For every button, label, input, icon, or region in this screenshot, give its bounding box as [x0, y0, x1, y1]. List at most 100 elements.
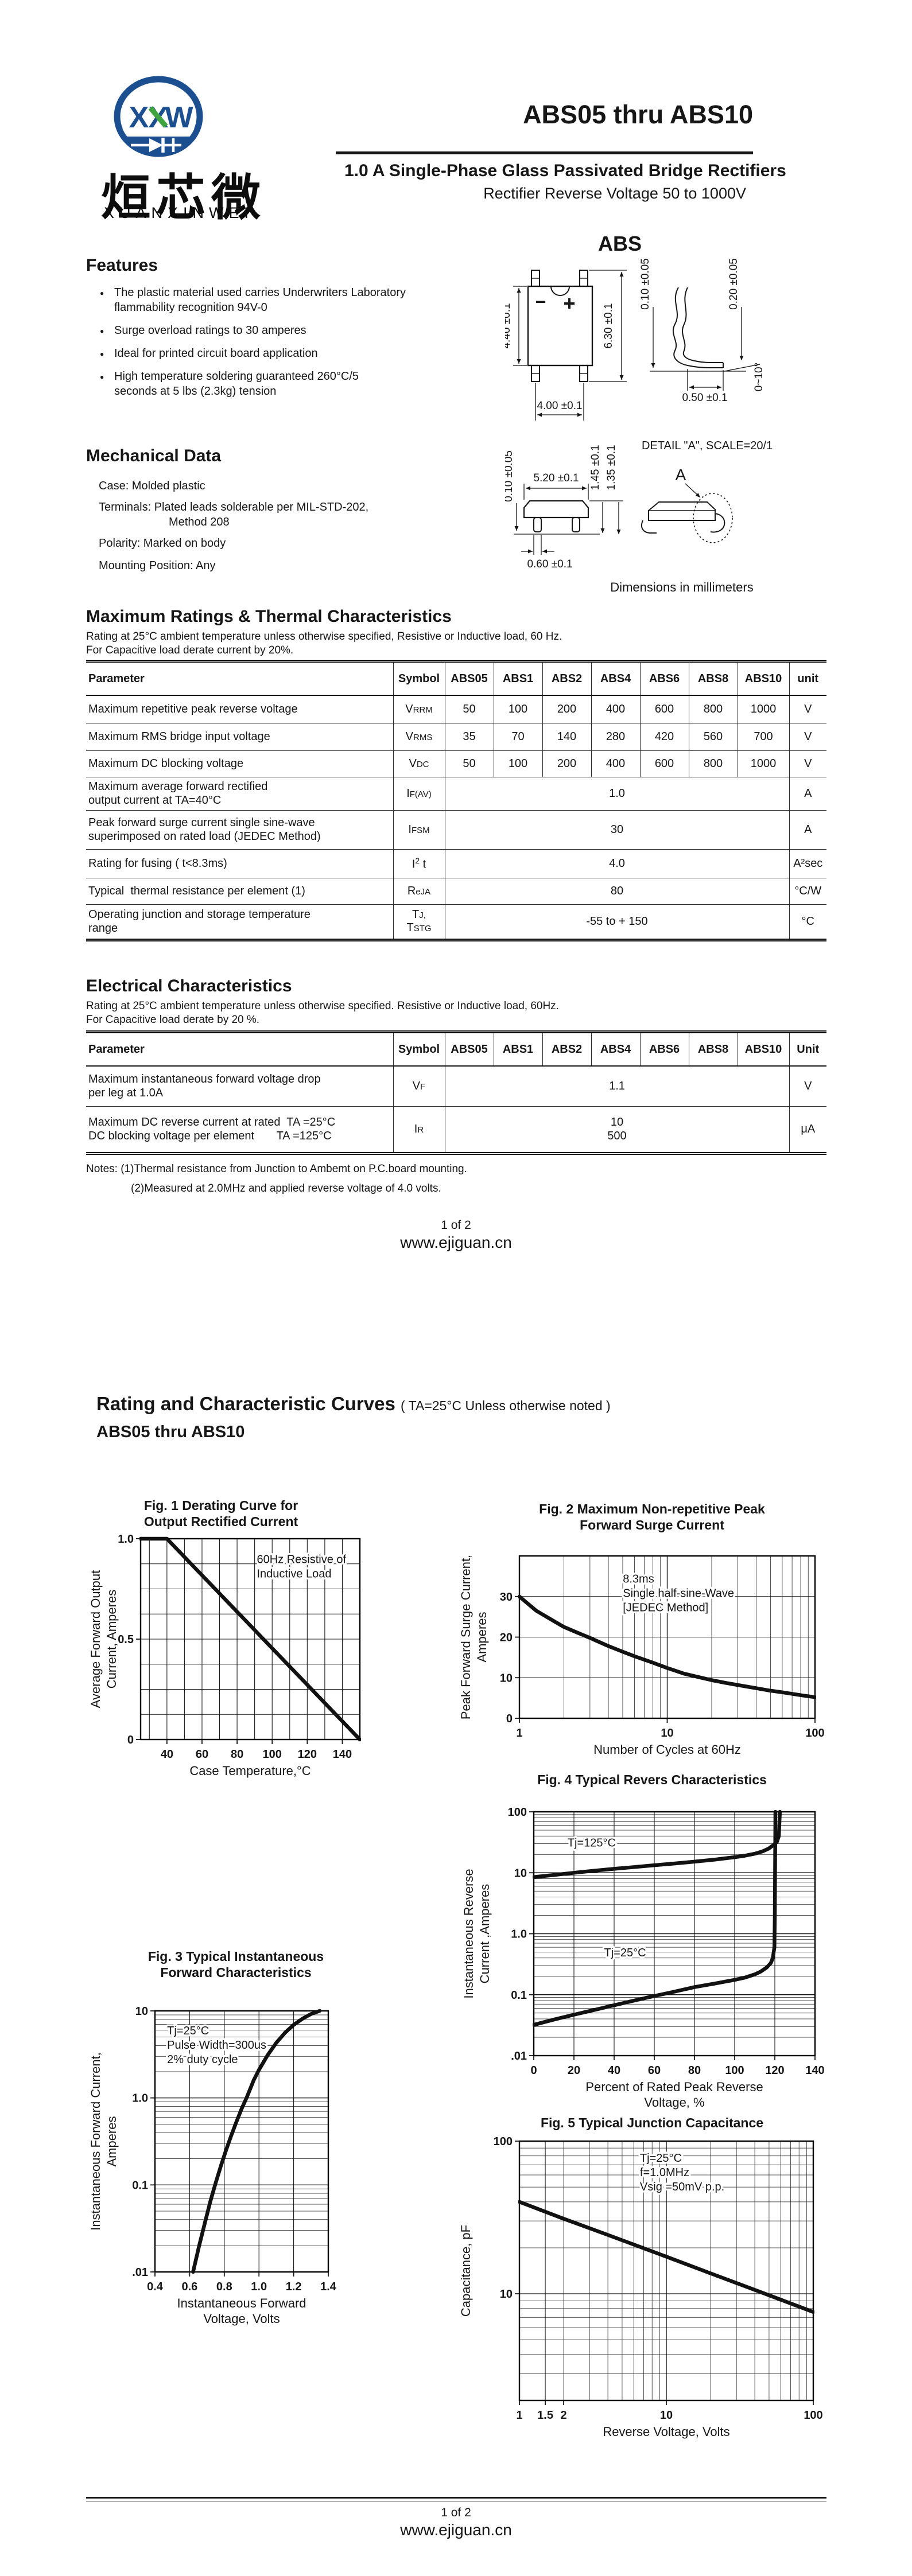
param-cell: Rating for fusing ( t<8.3ms) [86, 849, 393, 878]
table-header-cell: ABS05 [444, 661, 494, 696]
symbol-cell: IR [393, 1106, 445, 1153]
fig1-title-line: Output Rectified Current [143, 1514, 298, 1529]
logo-letter-w: W [165, 101, 193, 134]
logo-green-stroke [148, 106, 168, 128]
feature-line: flammability recognition 94V-0 [114, 301, 267, 314]
unit-cell: μA [789, 1106, 826, 1153]
electrical-table: Parameter Symbol ABS05 ABS1 ABS2 ABS4 ABS6 ABS8… [86, 1030, 826, 1155]
y-tick-label: 10 [500, 2288, 513, 2301]
fig5-title-line: Fig. 5 Typical Junction Capacitance [540, 2115, 764, 2130]
mechanical-list: Case: Molded plastic Terminals: Plated l… [99, 479, 368, 573]
y-axis-label: Amperes [104, 2116, 119, 2166]
polarity-minus-label: − [535, 291, 546, 312]
feature-item: Surge overload ratings to 30 amperes [99, 323, 406, 338]
table-row: Maximum repetitive peak reverse voltage V… [86, 695, 826, 723]
x-tick-label: 100 [804, 2409, 822, 2422]
symbol-part: T [406, 921, 414, 934]
table-row: Operating junction and storage temperatu… [86, 904, 826, 940]
x-tick-label: 2 [561, 2409, 567, 2422]
value-line: 80 [610, 885, 624, 897]
electrical-note1: Rating at 25°C ambient temperature unles… [86, 1000, 559, 1012]
unit-cell: A [789, 810, 826, 849]
mech-line: Terminals: Plated leads solderable per M… [99, 501, 369, 513]
detail-scale-label: DETAIL "A", SCALE=20/1 [642, 439, 773, 452]
y-tick-label: 1.0 [132, 2092, 148, 2105]
symbol-part: F [420, 1081, 426, 1092]
x-tick-label: 120 [765, 2064, 784, 2077]
symbol-part: RRM [413, 705, 433, 715]
x-tick-label: 120 [298, 1748, 317, 1761]
table-row: Maximum instantaneous forward voltage dr… [86, 1066, 826, 1106]
feature-item: The plastic material used carries Underw… [99, 285, 406, 315]
value-cell: 400 [591, 695, 640, 723]
x-tick-label: 0.8 [216, 2281, 232, 2293]
data-curve [518, 1594, 816, 1699]
features-list: The plastic material used carries Underw… [99, 285, 406, 407]
y-axis-label: Instantaneous Forward Current, [88, 2052, 103, 2231]
package-lead-detail: 0.10 ±0.05 0.20 ±0.05 0.50 ±0.1 0~10° [639, 258, 765, 404]
x-tick-label: 10 [661, 1727, 673, 1740]
value-line: 10 [610, 1116, 624, 1129]
mech-line: Mounting Position: Any [99, 559, 216, 572]
dim-1.35: 1.35 ±0.1 [606, 445, 618, 490]
symbol-part: R [407, 884, 416, 897]
value-cell: 1.1 [444, 1066, 789, 1106]
table-header-cell: ABS6 [639, 1032, 689, 1067]
dim-6.30: 6.30 ±0.1 [603, 303, 615, 348]
y-axis-label: Instantaneous Reverse [461, 1869, 476, 1998]
x-axis-label: Case Temperature,°C [189, 1764, 311, 1778]
y-tick-label: 10 [514, 1867, 527, 1880]
feature-line: Ideal for printed circuit board applicat… [114, 347, 318, 360]
feature-line: High temperature soldering guaranteed 26… [114, 370, 359, 383]
symbol-part: I [412, 858, 416, 871]
chart-ticks: 1 10 100 0 10 20 30 [500, 1591, 825, 1740]
electrical-heading: Electrical Characteristics [86, 976, 292, 995]
dim-4.40: 4.40 ±0.1 [505, 303, 513, 348]
max-ratings-note1: Rating at 25°C ambient temperature unles… [86, 631, 562, 643]
table-header-cell: ABS2 [542, 1032, 591, 1067]
table-header-cell: ABS2 [542, 661, 591, 696]
y-tick-label: 1.0 [118, 1533, 134, 1546]
package-front-view: − + 4.40 ±0.1 6.30 ±0.1 4.00 ±0.1 [505, 270, 627, 421]
y-tick-label: 1.0 [511, 1928, 527, 1941]
fig4-title-line: Fig. 4 Typical Revers Characteristics [537, 1772, 767, 1787]
value-cell: 1000 [737, 750, 789, 777]
param-line: DC blocking voltage per element TA =125°… [88, 1130, 332, 1142]
chart-annotation: Tj=25°C Pulse Width=300us 2% duty cycle [167, 2025, 266, 2066]
fig1-title-line: Fig. 1 Derating Curve for [143, 1498, 298, 1513]
value-cell: 600 [639, 750, 689, 777]
dim-0.20: 0.20 ±0.05 [728, 258, 740, 310]
fig3-title-line: Forward Characteristics [160, 1965, 312, 1980]
table-body: Maximum instantaneous forward voltage dr… [86, 1066, 826, 1153]
param-line: range [88, 922, 118, 935]
value-line: 500 [607, 1130, 627, 1142]
dim-0.10: 0.10 ±0.05 [639, 258, 651, 310]
y-axis-label: Current, Amperes [104, 1590, 119, 1688]
table-header-cell: ABS8 [688, 1032, 738, 1067]
table-row: Rating for fusing ( t<8.3ms) I2 t 4.0 A²sec [86, 849, 826, 878]
polarity-plus-label: + [563, 291, 575, 315]
x-tick-label: 0.4 [147, 2281, 164, 2293]
logo-letter-x1: X [129, 101, 149, 134]
company-name-cn: 烜芯微 [101, 170, 266, 225]
company-name-en: XUANXINWEI [104, 204, 254, 221]
param-cell: Maximum DC blocking voltage [86, 750, 393, 777]
mech-line: Method 208 [169, 516, 230, 528]
chart-ticks: 0.4 0.6 0.8 1.0 1.2 1.4 .01 0.1 1.0 10 [132, 2005, 337, 2293]
value-cell: 80 [444, 877, 789, 904]
x-tick-label: 80 [231, 1748, 243, 1761]
company-logo-icon: X X W [114, 76, 203, 157]
x-tick-label: 10 [660, 2409, 673, 2422]
fig3-title: Fig. 3 Typical Instantaneous Forward Cha… [86, 1948, 386, 1980]
symbol-part: RMS [413, 732, 433, 742]
feature-item: High temperature soldering guaranteed 26… [99, 369, 406, 399]
value-cell: 560 [688, 722, 738, 750]
fig2-title-line: Fig. 2 Maximum Non-repetitive Peak [539, 1501, 765, 1516]
param-line: superimposed on rated load (JEDEC Method… [88, 830, 321, 843]
x-tick-label: 100 [725, 2064, 744, 2077]
table-head: Parameter Symbol ABS05 ABS1 ABS2 ABS4 ABS6 ABS8… [86, 1032, 826, 1067]
symbol-cell: IF(AV) [393, 776, 445, 810]
value-cell: 800 [688, 750, 738, 777]
package-outline-drawing: ABS − + 4.40 ±0.1 6.30 ±0.1 [505, 232, 773, 594]
feature-line: seconds at 5 lbs (2.3kg) tension [114, 385, 277, 398]
